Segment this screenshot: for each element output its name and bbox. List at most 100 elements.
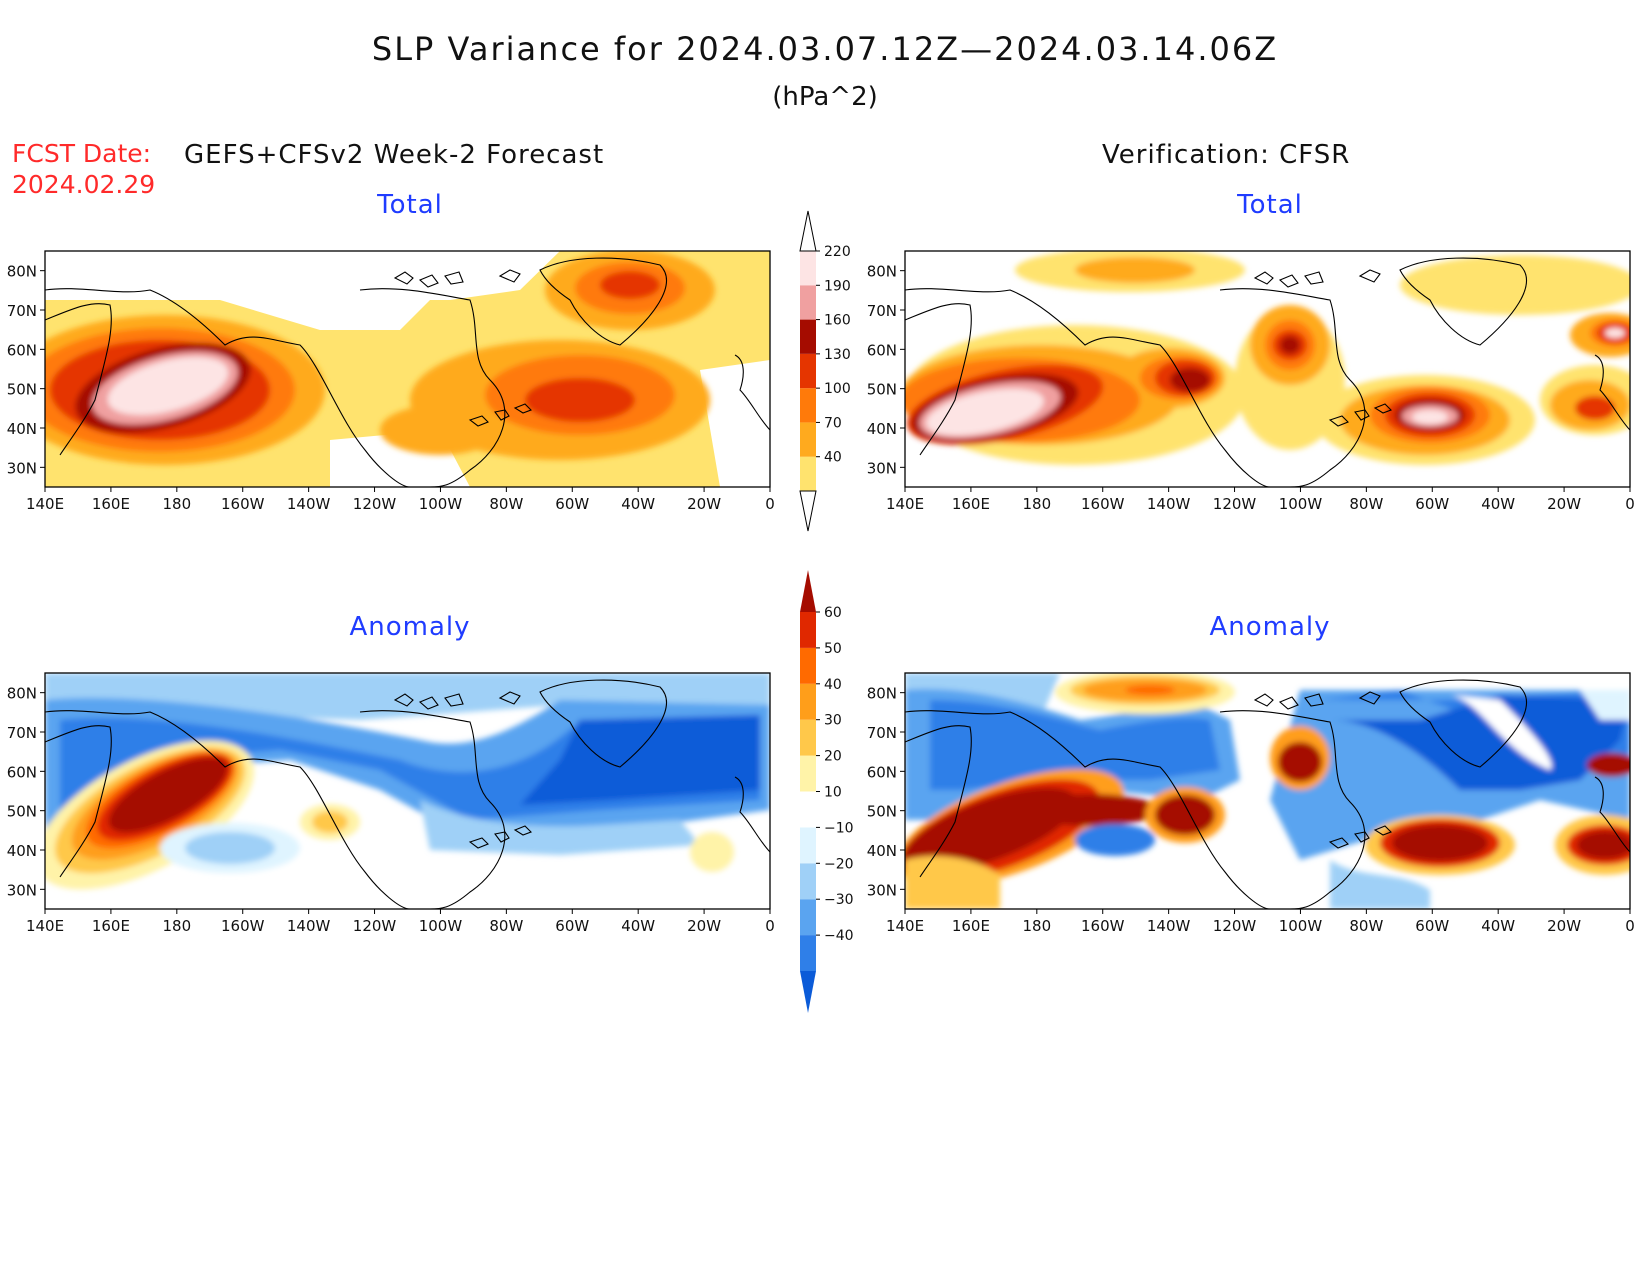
lon-tick-label: 80W	[489, 495, 523, 513]
colorbar-total-label: 160	[824, 313, 851, 329]
lon-tick-label: 80W	[1349, 495, 1383, 513]
lon-tick-label: 180	[1022, 495, 1051, 513]
lon-tick-label: 180	[162, 495, 191, 513]
colorbar-anomaly-label: 60	[824, 605, 842, 621]
lon-tick-label: 160W	[1081, 917, 1125, 935]
lon-tick-label: 140E	[886, 495, 924, 513]
colorbar-anomaly-swatch	[800, 863, 816, 900]
lon-tick-label: 0	[765, 495, 775, 513]
lat-tick-label: 80N	[7, 263, 37, 281]
map-panel-forecast-total	[44, 250, 771, 488]
colorbar-anomaly-lower-tip	[800, 971, 816, 1013]
lat-tick-label: 40N	[7, 842, 37, 860]
lon-tick-label: 140W	[287, 917, 331, 935]
lon-tick-label: 160E	[92, 917, 130, 935]
units-label: (hPa^2)	[772, 82, 878, 112]
lat-tick-label: 50N	[7, 803, 37, 821]
colorbar-anomaly-swatch	[800, 899, 816, 936]
lat-tick-label: 40N	[7, 420, 37, 438]
lon-tick-label: 120W	[1213, 495, 1257, 513]
lat-tick-label: 40N	[867, 842, 897, 860]
panel-title-forecast-total: Total	[377, 190, 443, 220]
colorbar-total-swatch	[800, 422, 816, 457]
lon-tick-label: 120W	[1213, 917, 1257, 935]
verification-heading: Verification: CFSR	[1102, 140, 1351, 170]
colorbar-anomaly-label: 40	[824, 677, 842, 693]
colorbar-anomaly-label: −20	[824, 856, 854, 872]
colorbar-total-label: 220	[824, 244, 851, 260]
lon-tick-label: 100W	[1279, 917, 1323, 935]
lon-tick-label: 120W	[353, 917, 397, 935]
lat-tick-label: 80N	[7, 685, 37, 703]
lon-tick-label: 0	[1625, 495, 1635, 513]
colorbar-total-lower-tip	[799, 490, 817, 532]
lat-tick-label: 50N	[7, 381, 37, 399]
shaded-field	[905, 251, 1630, 487]
lon-tick-label: 40W	[621, 495, 655, 513]
colorbar-anomaly-label: −30	[824, 892, 854, 908]
lon-tick-label: 180	[162, 917, 191, 935]
colorbar-total-swatch	[800, 456, 816, 491]
lat-tick-label: 70N	[867, 302, 897, 320]
lon-tick-label: 40W	[1481, 495, 1515, 513]
colorbar-total-label: 130	[824, 347, 851, 363]
lon-tick-label: 20W	[687, 495, 721, 513]
lat-tick-label: 30N	[7, 459, 37, 477]
colorbar-total-label: 190	[824, 278, 851, 294]
lon-tick-label: 140W	[287, 495, 331, 513]
lon-tick-label: 40W	[1481, 917, 1515, 935]
lon-tick-label: 160E	[952, 917, 990, 935]
map-panel-forecast-anomaly	[44, 672, 771, 910]
lon-tick-label: 0	[765, 917, 775, 935]
map-panel-verification-anomaly	[904, 672, 1631, 910]
lat-tick-label: 60N	[7, 763, 37, 781]
lon-tick-label: 160W	[1081, 495, 1125, 513]
lon-tick-label: 60W	[1415, 917, 1449, 935]
lat-tick-label: 70N	[867, 724, 897, 742]
map-panel-verification-total	[904, 250, 1631, 488]
lon-tick-label: 60W	[555, 495, 589, 513]
lon-tick-label: 60W	[555, 917, 589, 935]
lon-tick-label: 160W	[221, 495, 265, 513]
fcst-date: FCST Date: 2024.02.29	[12, 138, 155, 200]
lon-tick-label: 20W	[1547, 495, 1581, 513]
colorbar-anomaly-swatch	[800, 647, 816, 684]
lat-tick-label: 60N	[867, 341, 897, 359]
lat-tick-label: 80N	[867, 685, 897, 703]
lon-tick-label: 80W	[489, 917, 523, 935]
axis-labels: 80N 70N 60N 50N 40N 30N 140E 160E 180 160W 140W 120…	[7, 263, 1635, 935]
lon-tick-label: 160E	[952, 495, 990, 513]
colorbar-anomaly-upper-tip	[800, 570, 816, 612]
colorbar-anomaly-label: −10	[824, 820, 854, 836]
colorbar-total-swatch	[800, 251, 816, 286]
figure-title: SLP Variance for 2024.03.07.12Z—2024.03.…	[371, 30, 1279, 68]
lat-tick-label: 30N	[7, 881, 37, 899]
colorbar-anomaly-label: 50	[824, 641, 842, 657]
lon-tick-label: 20W	[1547, 917, 1581, 935]
lon-tick-label: 100W	[419, 917, 463, 935]
lon-tick-label: 40W	[621, 917, 655, 935]
colorbar-anomaly-label: 30	[824, 713, 842, 729]
colorbar-anomaly-swatch	[800, 935, 816, 971]
map-frame	[44, 250, 771, 488]
panel-title-forecast-anomaly: Anomaly	[349, 612, 471, 642]
lon-tick-label: 80W	[1349, 917, 1383, 935]
lat-tick-label: 30N	[867, 881, 897, 899]
panel-title-verification-anomaly: Anomaly	[1209, 612, 1331, 642]
shaded-field	[45, 673, 770, 909]
lon-tick-label: 120W	[353, 495, 397, 513]
lon-tick-label: 160W	[221, 917, 265, 935]
colorbar-total-swatch	[800, 285, 816, 320]
coastlines	[905, 679, 1630, 909]
colorbar-anomaly-label: 10	[824, 785, 842, 801]
lon-tick-label: 180	[1022, 917, 1051, 935]
coastlines	[905, 257, 1630, 487]
colorbar-total-swatch	[800, 388, 816, 423]
colorbar-anomaly-label: 20	[824, 749, 842, 765]
colorbar-total-swatch	[800, 353, 816, 389]
lat-tick-label: 60N	[7, 341, 37, 359]
lat-tick-label: 70N	[7, 724, 37, 742]
lon-tick-label: 60W	[1415, 495, 1449, 513]
coastlines	[45, 257, 770, 487]
map-frame	[904, 250, 1631, 488]
